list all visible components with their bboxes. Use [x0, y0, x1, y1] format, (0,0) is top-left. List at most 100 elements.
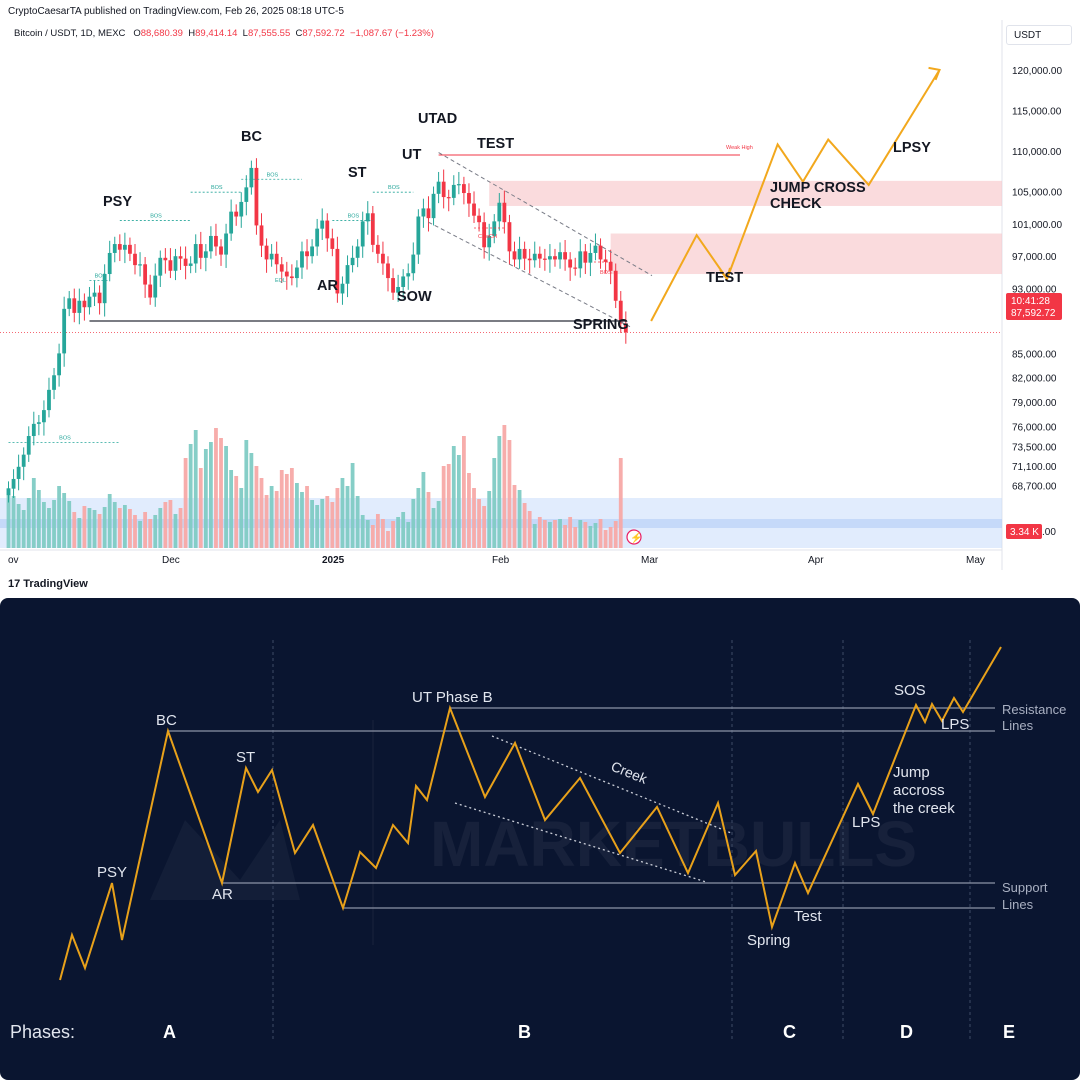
volume-bar: [330, 502, 335, 548]
volume-bar: [360, 515, 365, 548]
volume-bar: [563, 525, 567, 548]
volume-bar: [173, 514, 178, 548]
candle-body: [568, 259, 573, 268]
candle-body: [234, 211, 239, 217]
candle-body: [456, 184, 461, 186]
label-jump3: the creek: [893, 800, 955, 817]
candle-body: [193, 244, 198, 264]
volume-tag-bg: [1006, 524, 1042, 539]
candle-body: [558, 252, 562, 260]
volume-bar: [456, 455, 461, 548]
volume-bar: [568, 517, 573, 548]
volume-bar: [381, 519, 385, 548]
candle-body: [97, 292, 102, 304]
candle-body: [446, 197, 451, 199]
candle-body: [522, 248, 527, 259]
volume-bar: [497, 436, 502, 548]
candle-body: [593, 245, 598, 253]
volume-bar: [77, 518, 82, 548]
volume-bar: [300, 492, 304, 548]
y-tick-label: 71,100.00: [1012, 462, 1057, 473]
candle-body: [42, 410, 46, 423]
candle-body: [588, 252, 593, 263]
volume-bar: [401, 512, 406, 548]
annotation-test-top: TEST: [477, 136, 514, 152]
volume-bar: [138, 521, 142, 548]
candle-body: [203, 251, 208, 258]
bos-label: BOS: [388, 185, 400, 191]
volume-bar: [229, 470, 234, 548]
candle-body: [16, 466, 21, 479]
candle-body: [47, 389, 51, 411]
candle-body: [87, 296, 92, 308]
candle-body: [259, 225, 264, 246]
volume-bar: [254, 466, 259, 548]
candle-body: [477, 215, 481, 223]
volume-bar: [244, 440, 249, 548]
bos-label: BOS: [150, 214, 162, 220]
weak-high-label: Weak High: [726, 145, 753, 151]
publisher-line: CryptoCaesarTA published on TradingView.…: [8, 6, 344, 17]
y-tick-label: 101,000.00: [1012, 220, 1062, 231]
label-sup2: Lines: [1002, 897, 1034, 912]
candle-body: [411, 254, 416, 274]
currency-selector[interactable]: USDT: [1006, 25, 1072, 45]
open-value: 88,680.39: [140, 28, 183, 39]
candle-body: [431, 193, 436, 219]
y-tick-label: 93,000.00: [1012, 285, 1057, 296]
resistance-zone: [610, 233, 1002, 275]
volume-bar: [573, 527, 578, 548]
annotation-psy: PSY: [103, 194, 132, 210]
candle-body: [492, 221, 497, 236]
bos-bear-label: BOS: [600, 270, 612, 276]
candle-body: [330, 238, 335, 249]
volume-bar: [284, 474, 289, 548]
candle-body: [598, 245, 603, 260]
candle-body: [355, 246, 360, 258]
volume-bar: [325, 496, 330, 548]
volume-bar: [92, 510, 97, 548]
volume-bar: [143, 512, 148, 548]
candle-body: [305, 251, 309, 257]
candle-body: [451, 184, 456, 198]
candle-body: [532, 253, 537, 261]
phase-a: A: [163, 1022, 176, 1042]
low-value: 87,555.55: [247, 28, 291, 39]
volume-bar: [542, 520, 547, 548]
label-jump2: accross: [893, 782, 945, 799]
candle-body: [487, 235, 492, 248]
volume-bar: [193, 430, 198, 548]
y-tick-label: 105,000.00: [1012, 187, 1062, 198]
candle-body: [315, 228, 320, 247]
candle-body: [623, 323, 628, 333]
volume-bar: [487, 491, 492, 548]
candle-body: [57, 353, 61, 376]
candle-body: [239, 201, 244, 217]
candle-body: [67, 298, 72, 309]
candle-body: [502, 202, 507, 223]
candle-body: [386, 263, 390, 279]
volume-bar: [57, 486, 61, 548]
candle-body: [613, 270, 618, 301]
volume-bar: [558, 519, 562, 548]
volume-bar: [31, 478, 36, 548]
volume-bar: [426, 492, 431, 548]
volume-bar: [117, 508, 122, 548]
volume-bar: [72, 512, 77, 548]
candle-body: [289, 276, 294, 279]
annotation-jump-cross: JUMP CROSS: [770, 180, 866, 196]
volume-bar: [82, 506, 87, 548]
label-jump1: Jump: [893, 764, 930, 781]
volume-bar: [451, 446, 456, 548]
candle-body: [482, 222, 487, 248]
candle-body: [133, 253, 137, 266]
label-ut: UT Phase B: [412, 689, 493, 706]
candle-body: [517, 248, 522, 260]
volume-bar: [133, 515, 137, 548]
candle-body: [209, 235, 213, 252]
projection-path: [650, 69, 941, 322]
annotation-ut: UT: [402, 147, 421, 163]
volume-bar: [203, 449, 208, 548]
volume-bar: [406, 522, 411, 548]
volume-bar: [259, 478, 264, 548]
